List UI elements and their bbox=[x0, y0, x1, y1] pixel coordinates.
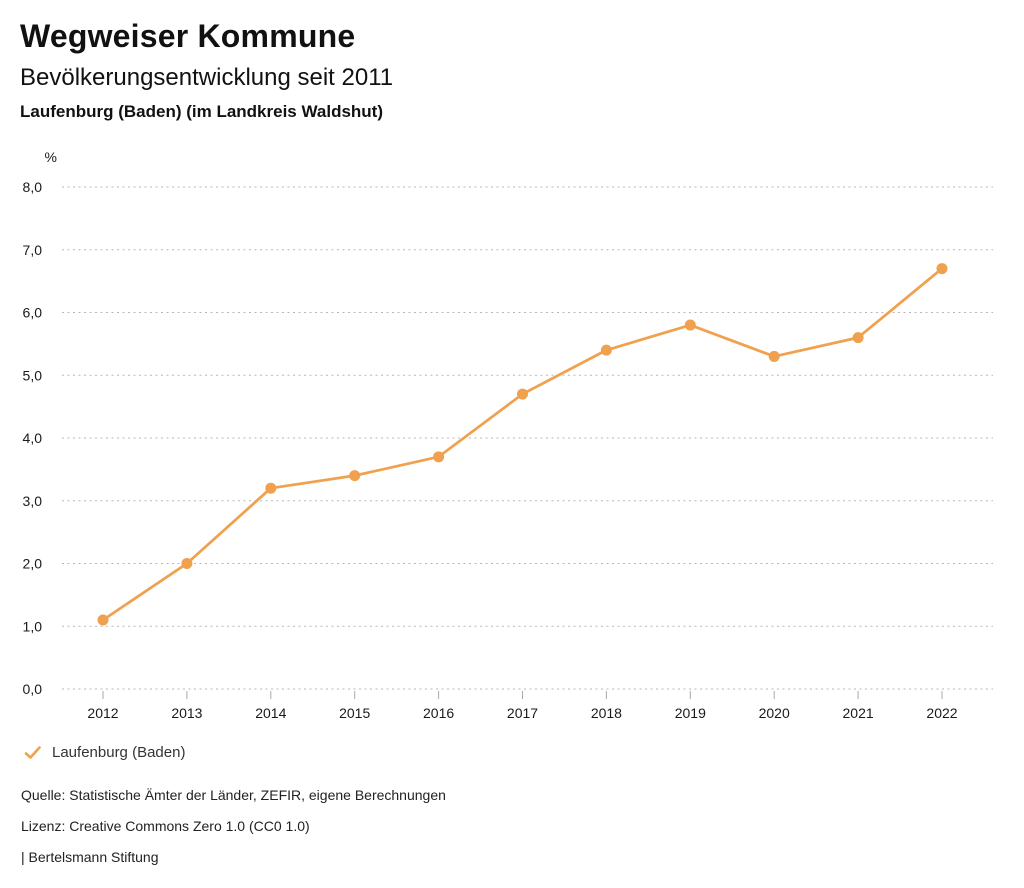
data-point[interactable] bbox=[936, 263, 948, 275]
x-axis-label: 2015 bbox=[339, 705, 370, 721]
y-axis-label: 7,0 bbox=[23, 242, 43, 258]
x-axis-label: 2014 bbox=[255, 705, 286, 721]
chart-canvas: % 0,0 1,0 2,0 3,0 4,0 5,0 6,0 7,0 8,0 2012 2013 2014… bbox=[23, 149, 993, 721]
y-axis-label: 1,0 bbox=[23, 618, 43, 634]
data-point[interactable] bbox=[768, 350, 780, 362]
y-axis-label: 6,0 bbox=[23, 305, 43, 321]
data-point[interactable] bbox=[181, 558, 193, 569]
data-point[interactable] bbox=[97, 614, 109, 626]
y-axis-label: 0,0 bbox=[23, 681, 43, 697]
data-point[interactable] bbox=[852, 332, 864, 344]
license-text: Lizenz: Creative Commons Zero 1.0 (CC0 1… bbox=[21, 818, 310, 834]
data-point[interactable] bbox=[349, 470, 361, 482]
chart-region-subtitle: Laufenburg (Baden) (im Landkreis Waldshu… bbox=[20, 102, 383, 121]
data-point[interactable] bbox=[433, 451, 445, 463]
x-axis-label: 2013 bbox=[171, 705, 202, 721]
legend-item-laufenburg[interactable]: Laufenburg (Baden) bbox=[24, 744, 185, 761]
x-axis-label: 2019 bbox=[675, 705, 706, 721]
y-axis-label: 2,0 bbox=[23, 556, 43, 572]
y-axis-label: 3,0 bbox=[23, 493, 43, 509]
check-icon bbox=[24, 746, 41, 759]
app-title: Wegweiser Kommune bbox=[20, 18, 356, 54]
x-axis-label: 2022 bbox=[926, 705, 957, 721]
data-point[interactable] bbox=[517, 388, 528, 400]
y-axis-unit-label: % bbox=[45, 149, 57, 165]
x-axis-label: 2012 bbox=[87, 705, 118, 721]
y-axis-label: 4,0 bbox=[23, 430, 43, 446]
chart-title: Bevölkerungsentwicklung seit 2011 bbox=[20, 64, 394, 91]
x-axis-label: 2021 bbox=[843, 705, 874, 721]
legend-label: Laufenburg (Baden) bbox=[52, 744, 186, 761]
series-line bbox=[102, 267, 943, 622]
data-point[interactable] bbox=[684, 319, 696, 331]
data-point[interactable] bbox=[265, 482, 277, 494]
y-axis-label: 8,0 bbox=[23, 179, 43, 195]
x-axis-label: 2020 bbox=[759, 705, 790, 721]
data-point[interactable] bbox=[600, 344, 612, 356]
y-axis-label: 5,0 bbox=[23, 367, 43, 383]
attribution-text: | Bertelsmann Stiftung bbox=[21, 849, 159, 865]
line-chart: % 0,0 1,0 2,0 3,0 4,0 5,0 6,0 7,0 8,0 2012 2013 2014… bbox=[0, 140, 1024, 730]
x-axis-label: 2016 bbox=[423, 705, 454, 721]
source-text: Quelle: Statistische Ämter der Länder, Z… bbox=[21, 787, 446, 803]
x-axis-label: 2018 bbox=[591, 705, 622, 721]
x-axis-label: 2017 bbox=[507, 705, 538, 721]
footer: Quelle: Statistische Ämter der Länder, Z… bbox=[21, 785, 446, 878]
